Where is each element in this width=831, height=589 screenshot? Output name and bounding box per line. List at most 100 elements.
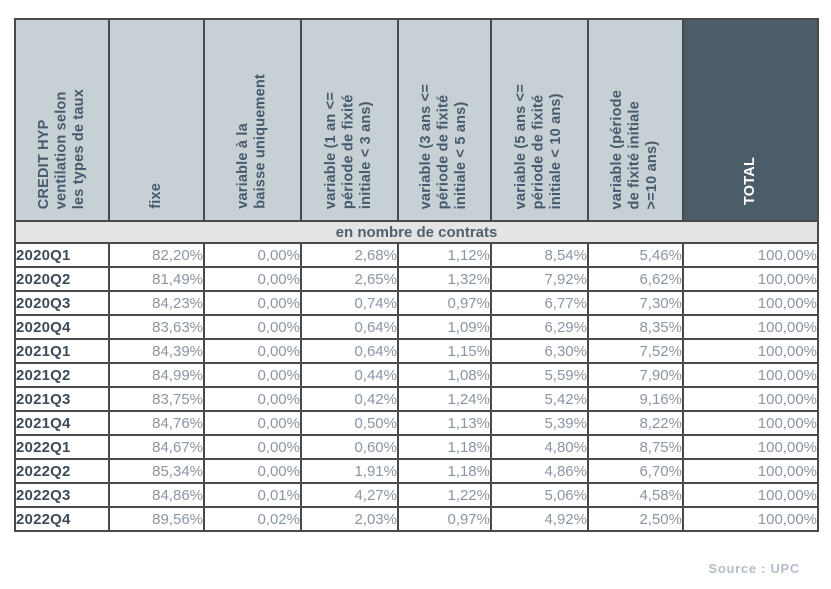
value-cell: 100,00% <box>682 506 819 532</box>
column-header-credit-hyp-label: CREDIT HYP ventilation selon les types d… <box>35 88 87 209</box>
column-header-variable-1an-label: variable (1 an <= période de fixité init… <box>323 91 375 209</box>
value-cell: 7,92% <box>490 266 589 292</box>
value-cell: 5,46% <box>587 242 684 268</box>
value-cell: 84,99% <box>108 362 205 388</box>
section-header: en nombre de contrats <box>14 220 819 244</box>
table-row-2021q3: 2021Q3 83,75% 0,00% 0,42% 1,24% 5,42% 9,… <box>14 386 819 412</box>
section-header-row: en nombre de contrats <box>14 220 819 244</box>
table-row-2022q4: 2022Q4 89,56% 0,02% 2,03% 0,97% 4,92% 2,… <box>14 506 819 532</box>
value-cell: 0,74% <box>300 290 399 316</box>
value-cell: 8,35% <box>587 314 684 340</box>
source-caption: Source : UPC <box>708 561 800 576</box>
value-cell: 2,50% <box>587 506 684 532</box>
value-cell: 4,92% <box>490 506 589 532</box>
value-cell: 0,00% <box>203 266 302 292</box>
value-cell: 0,50% <box>300 410 399 436</box>
column-header-variable-5ans-label: variable (5 ans <= période de fixité ini… <box>513 83 565 209</box>
value-cell: 0,97% <box>397 290 492 316</box>
value-cell: 4,86% <box>490 458 589 484</box>
quarter-cell: 2021Q4 <box>14 410 110 436</box>
value-cell: 100,00% <box>682 266 819 292</box>
value-cell: 100,00% <box>682 242 819 268</box>
table-row-2020q4: 2020Q4 83,63% 0,00% 0,64% 1,09% 6,29% 8,… <box>14 314 819 340</box>
quarter-cell: 2020Q1 <box>14 242 110 268</box>
value-cell: 1,09% <box>397 314 492 340</box>
column-header-variable-3ans-label: variable (3 ans <= période de fixité ini… <box>418 83 470 209</box>
value-cell: 1,12% <box>397 242 492 268</box>
value-cell: 5,42% <box>490 386 589 412</box>
quarter-cell: 2020Q2 <box>14 266 110 292</box>
value-cell: 0,44% <box>300 362 399 388</box>
value-cell: 6,77% <box>490 290 589 316</box>
value-cell: 100,00% <box>682 434 819 460</box>
quarter-cell: 2021Q2 <box>14 362 110 388</box>
quarter-cell: 2021Q3 <box>14 386 110 412</box>
quarter-cell: 2022Q4 <box>14 506 110 532</box>
table-row-2021q4: 2021Q4 84,76% 0,00% 0,50% 1,13% 5,39% 8,… <box>14 410 819 436</box>
value-cell: 100,00% <box>682 338 819 364</box>
value-cell: 100,00% <box>682 386 819 412</box>
column-header-fixe: fixe <box>108 18 205 222</box>
value-cell: 1,08% <box>397 362 492 388</box>
value-cell: 1,18% <box>397 458 492 484</box>
value-cell: 8,75% <box>587 434 684 460</box>
value-cell: 6,29% <box>490 314 589 340</box>
column-header-fixe-label: fixe <box>147 183 164 209</box>
column-header-variable-10ans: variable (période de fixité initiale >=1… <box>587 18 684 222</box>
value-cell: 84,67% <box>108 434 205 460</box>
value-cell: 8,54% <box>490 242 589 268</box>
value-cell: 84,76% <box>108 410 205 436</box>
value-cell: 4,58% <box>587 482 684 508</box>
value-cell: 6,30% <box>490 338 589 364</box>
value-cell: 0,02% <box>203 506 302 532</box>
column-header-total: TOTAL <box>682 18 819 222</box>
value-cell: 7,90% <box>587 362 684 388</box>
value-cell: 1,32% <box>397 266 492 292</box>
table-row-2021q1: 2021Q1 84,39% 0,00% 0,64% 1,15% 6,30% 7,… <box>14 338 819 364</box>
value-cell: 1,91% <box>300 458 399 484</box>
table-row-2020q1: 2020Q1 82,20% 0,00% 2,68% 1,12% 8,54% 5,… <box>14 242 819 268</box>
value-cell: 83,63% <box>108 314 205 340</box>
value-cell: 0,00% <box>203 314 302 340</box>
table-row-2022q3: 2022Q3 84,86% 0,01% 4,27% 1,22% 5,06% 4,… <box>14 482 819 508</box>
table-row-2020q2: 2020Q2 81,49% 0,00% 2,65% 1,32% 7,92% 6,… <box>14 266 819 292</box>
value-cell: 7,52% <box>587 338 684 364</box>
value-cell: 0,97% <box>397 506 492 532</box>
quarter-cell: 2020Q4 <box>14 314 110 340</box>
value-cell: 0,01% <box>203 482 302 508</box>
header-row: CREDIT HYP ventilation selon les types d… <box>14 18 819 222</box>
value-cell: 7,30% <box>587 290 684 316</box>
column-header-variable-baisse-label: variable à la baisse uniquement <box>235 74 269 209</box>
value-cell: 1,22% <box>397 482 492 508</box>
value-cell: 100,00% <box>682 482 819 508</box>
value-cell: 84,86% <box>108 482 205 508</box>
value-cell: 1,24% <box>397 386 492 412</box>
column-header-credit-hyp: CREDIT HYP ventilation selon les types d… <box>14 18 110 222</box>
credit-hyp-rates-table: CREDIT HYP ventilation selon les types d… <box>14 18 819 532</box>
value-cell: 0,00% <box>203 338 302 364</box>
value-cell: 0,00% <box>203 410 302 436</box>
value-cell: 0,64% <box>300 338 399 364</box>
value-cell: 0,00% <box>203 290 302 316</box>
column-header-variable-5ans: variable (5 ans <= période de fixité ini… <box>490 18 589 222</box>
value-cell: 84,23% <box>108 290 205 316</box>
value-cell: 5,06% <box>490 482 589 508</box>
value-cell: 84,39% <box>108 338 205 364</box>
column-header-variable-1an: variable (1 an <= période de fixité init… <box>300 18 399 222</box>
value-cell: 6,70% <box>587 458 684 484</box>
value-cell: 0,60% <box>300 434 399 460</box>
column-header-variable-baisse: variable à la baisse uniquement <box>203 18 302 222</box>
table-row-2022q2: 2022Q2 85,34% 0,00% 1,91% 1,18% 4,86% 6,… <box>14 458 819 484</box>
value-cell: 0,00% <box>203 434 302 460</box>
value-cell: 0,00% <box>203 386 302 412</box>
column-header-total-label: TOTAL <box>741 157 758 205</box>
value-cell: 2,03% <box>300 506 399 532</box>
value-cell: 6,62% <box>587 266 684 292</box>
value-cell: 8,22% <box>587 410 684 436</box>
quarter-cell: 2021Q1 <box>14 338 110 364</box>
value-cell: 1,15% <box>397 338 492 364</box>
value-cell: 2,68% <box>300 242 399 268</box>
value-cell: 89,56% <box>108 506 205 532</box>
value-cell: 100,00% <box>682 410 819 436</box>
quarter-cell: 2020Q3 <box>14 290 110 316</box>
